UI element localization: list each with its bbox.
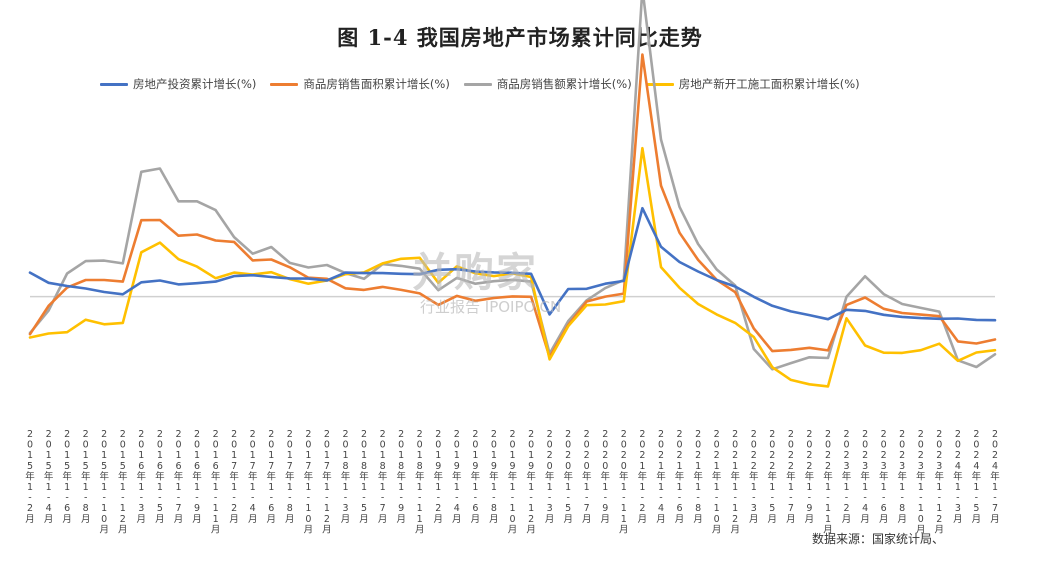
- series-line-sales-amount: [28, 0, 997, 371]
- x-tick-label: 2 0 1 8 年 1 -5 月: [359, 429, 369, 525]
- x-tick-label: 2 0 2 1 年 1 -6 月: [675, 429, 685, 525]
- x-tick-label: 2 0 1 6 年 1 -1 1 月: [211, 429, 221, 535]
- x-tick-label: 2 0 2 4 年 1 -5 月: [972, 429, 982, 525]
- legend-item-investment: 房地产投资累计增长(%): [100, 76, 256, 92]
- x-tick-label: 2 0 2 0 年 1 -7 月: [582, 429, 592, 525]
- x-tick-label: 2 0 2 1 年 1 -1 0 月: [712, 429, 722, 535]
- x-tick-label: 2 0 1 7 年 1 -1 0 月: [304, 429, 314, 535]
- x-tick-label: 2 0 1 9 年 1 -2 月: [434, 429, 444, 525]
- legend-swatch-sales-area: [270, 82, 299, 86]
- legend-label-investment: 房地产投资累计增长(%): [133, 77, 257, 91]
- x-tick-label: 2 0 1 5 年 1 -4 月: [44, 429, 54, 525]
- x-tick-label: 2 0 2 3 年 1 -6 月: [879, 429, 889, 525]
- x-tick-label: 2 0 2 0 年 1 -3 月: [545, 429, 555, 525]
- legend-swatch-sales-amount: [463, 82, 492, 86]
- x-tick-label: 2 0 2 4 年 1 -7 月: [990, 429, 1000, 525]
- x-tick-label: 2 0 2 3 年 1 -1 2 月: [935, 429, 945, 535]
- x-tick-label: 2 0 1 7 年 1 -4 月: [248, 429, 258, 525]
- legend-item-sales-area: 商品房销售面积累计增长(%): [270, 76, 450, 92]
- legend-label-new-starts: 房地产新开工施工面积累计增长(%): [678, 77, 860, 91]
- x-tick-label: 2 0 2 1 年 1 -8 月: [693, 429, 703, 525]
- x-tick-label: 2 0 1 8 年 1 -7 月: [378, 429, 388, 525]
- series-line-investment: [28, 206, 997, 322]
- x-tick-label: 2 0 1 7 年 1 -8 月: [285, 429, 295, 525]
- x-tick-label: 2 0 1 8 年 1 -3 月: [341, 429, 351, 525]
- x-tick-label: 2 0 1 5 年 1 -8 月: [81, 429, 91, 525]
- legend-label-sales-area: 商品房销售面积累计增长(%): [303, 77, 450, 91]
- x-tick-label: 2 0 2 2 年 1 -3 月: [749, 429, 759, 525]
- x-tick-label: 2 0 2 3 年 1 -4 月: [860, 429, 870, 525]
- x-tick-label: 2 0 1 9 年 1 -6 月: [471, 429, 481, 525]
- x-tick-label: 2 0 1 9 年 1 -1 0 月: [508, 429, 518, 535]
- legend-swatch-investment: [100, 82, 128, 86]
- x-tick-label: 2 0 1 7 年 1 -2 月: [229, 429, 239, 525]
- series-line-sales-area: [28, 53, 997, 359]
- x-tick-label: 2 0 2 0 年 1 -1 1 月: [619, 429, 629, 535]
- x-tick-label: 2 0 1 6 年 1 -7 月: [174, 429, 184, 525]
- x-tick-label: 2 0 2 2 年 1 -5 月: [768, 429, 778, 525]
- x-tick-label: 2 0 1 8 年 1 -1 1 月: [415, 429, 425, 535]
- x-tick-label: 2 0 1 5 年 1 -6 月: [62, 429, 72, 525]
- x-tick-label: 2 0 1 6 年 1 -5 月: [155, 429, 165, 525]
- legend: 房地产投资累计增长(%) 商品房销售面积累计增长(%) 商品房销售额累计增长(%…: [100, 76, 860, 92]
- x-tick-label: 2 0 2 3 年 1 -8 月: [897, 429, 907, 525]
- x-tick-label: 2 0 1 9 年 1 -1 2 月: [526, 429, 536, 535]
- source-note: 数据来源：国家统计局、: [811, 532, 944, 546]
- x-tick-label: 2 0 1 5 年 1 -2 月: [25, 429, 35, 525]
- x-tick-label: 2 0 2 1 年 1 -2 月: [638, 429, 648, 525]
- x-tick-label: 2 0 2 2 年 1 -7 月: [786, 429, 796, 525]
- x-tick-label: 2 0 1 6 年 1 -9 月: [192, 429, 202, 525]
- x-tick-label: 2 0 2 3 年 1 -2 月: [842, 429, 852, 525]
- x-tick-label: 2 0 1 9 年 1 -8 月: [489, 429, 499, 525]
- x-tick-label: 2 0 2 1 年 1 -1 2 月: [730, 429, 740, 535]
- x-tick-label: 2 0 1 7 年 1 -6 月: [267, 429, 277, 525]
- x-tick-label: 2 0 1 5 年 1 -1 2 月: [118, 429, 128, 535]
- x-tick-label: 2 0 1 6 年 1 -3 月: [137, 429, 147, 525]
- x-tick-label: 2 0 1 9 年 1 -4 月: [452, 429, 462, 525]
- x-tick-label: 2 0 1 8 年 1 -9 月: [396, 429, 406, 525]
- x-tick-label: 2 0 2 1 年 1 -4 月: [656, 429, 666, 525]
- x-tick-label: 2 0 2 0 年 1 -5 月: [563, 429, 573, 525]
- x-tick-label: 2 0 2 3 年 1 -1 0 月: [916, 429, 926, 535]
- legend-item-sales-amount: 商品房销售额累计增长(%): [463, 76, 632, 92]
- legend-item-new-starts: 房地产新开工施工面积累计增长(%): [645, 76, 860, 92]
- legend-label-sales-amount: 商品房销售额累计增长(%): [496, 77, 632, 91]
- x-tick-label: 2 0 2 0 年 1 -9 月: [601, 429, 611, 525]
- x-tick-label: 2 0 2 4 年 1 -3 月: [953, 429, 963, 525]
- x-tick-label: 2 0 1 7 年 1 -1 2 月: [322, 429, 332, 535]
- legend-swatch-new-starts: [645, 82, 674, 86]
- x-tick-label: 2 0 2 2 年 1 -1 1 月: [823, 429, 833, 535]
- x-tick-label: 2 0 1 5 年 1 -1 0 月: [99, 429, 109, 535]
- x-tick-label: 2 0 2 2 年 1 -9 月: [805, 429, 815, 525]
- series-line-new-starts: [28, 146, 997, 388]
